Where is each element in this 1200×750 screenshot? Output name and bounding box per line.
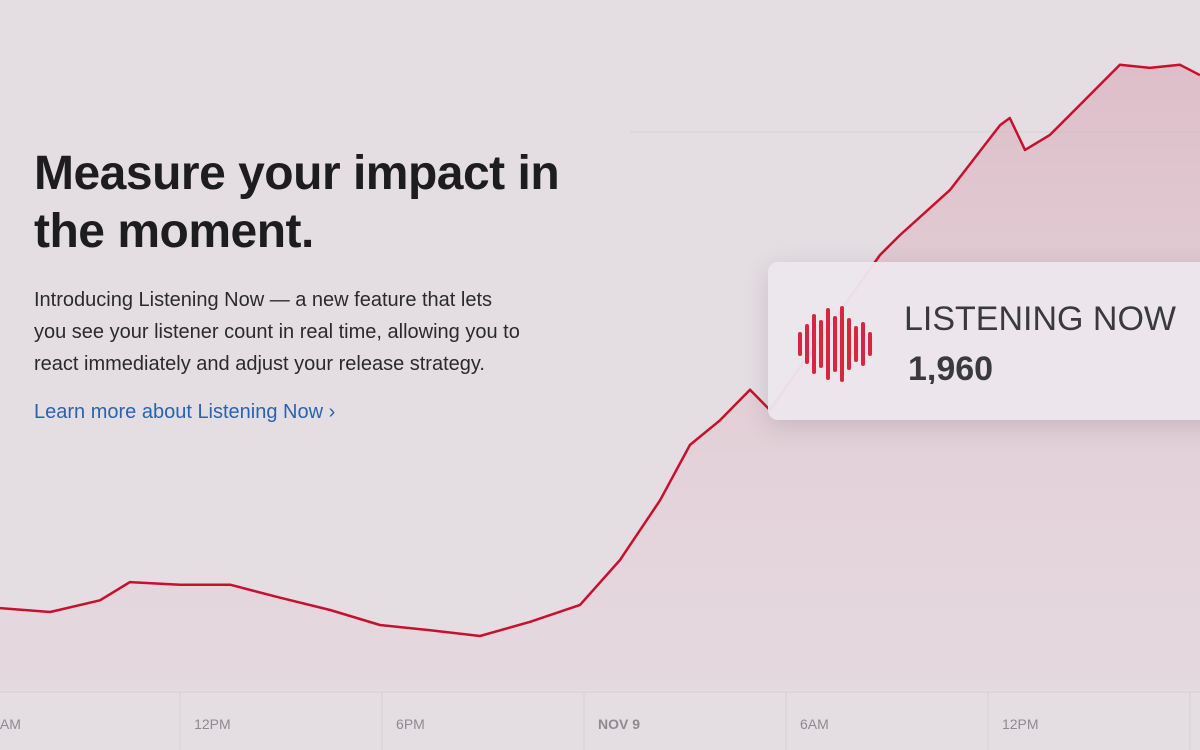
area bbox=[0, 64, 1200, 690]
listener-line bbox=[0, 63, 1200, 638]
waveform-icon bbox=[798, 306, 872, 382]
headline: the moment. bbox=[34, 205, 314, 258]
listening-now-card: LISTENING NOW 1,960 bbox=[768, 262, 1200, 420]
body-text: you see your listener count in real time… bbox=[34, 321, 520, 343]
card-title: LISTENING NOW bbox=[904, 300, 1177, 338]
x-tick-label: NOV 9 bbox=[598, 716, 640, 732]
x-tick-label: 6AM bbox=[0, 716, 21, 732]
body-text: Introducing Listening Now — a new featur… bbox=[34, 289, 493, 311]
listener-count: 1,960 bbox=[908, 350, 994, 384]
x-tick-label: 6AM bbox=[800, 716, 829, 732]
headline: Measure your impact in bbox=[34, 147, 560, 200]
body-text: react immediately and adjust your releas… bbox=[34, 353, 485, 375]
x-tick-label: 6PM bbox=[396, 716, 425, 732]
x-tick-label: 12PM bbox=[1002, 716, 1039, 732]
learn-more-link[interactable]: Learn more about Listening Now › bbox=[34, 401, 336, 423]
x-tick-label: 12PM bbox=[194, 716, 231, 732]
